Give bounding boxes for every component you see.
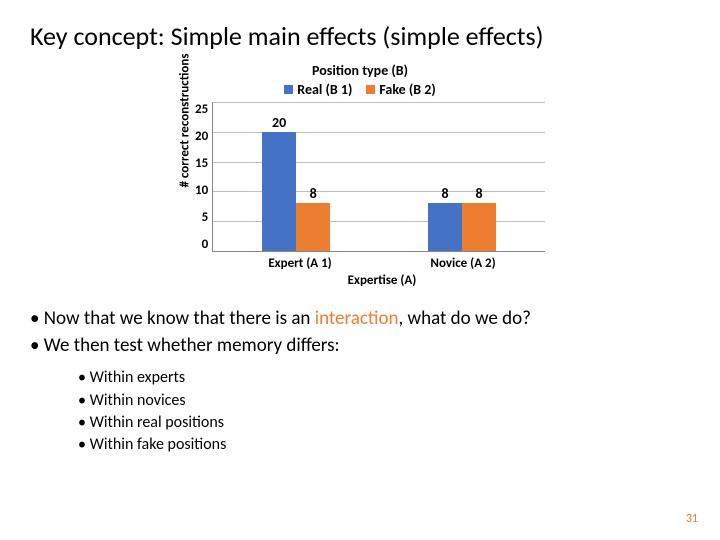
y-axis-label: # correct reconstructions bbox=[178, 167, 193, 187]
plot-area: 20 8 8 8 bbox=[212, 102, 545, 252]
bullet-1: Now that we know that there is an intera… bbox=[30, 306, 690, 333]
ytick: 0 bbox=[202, 237, 209, 252]
ytick: 5 bbox=[202, 210, 209, 225]
bar-label: 8 bbox=[310, 185, 317, 202]
bar-group-novice: 8 8 bbox=[379, 102, 545, 251]
y-axis-ticks: 25 20 15 10 5 0 bbox=[195, 102, 212, 252]
bar-expert-fake: 8 bbox=[296, 203, 330, 251]
sub-bullet: Within experts bbox=[78, 367, 690, 389]
bar-label: 8 bbox=[441, 185, 448, 202]
x-axis-label: Expertise (A) bbox=[219, 273, 545, 288]
legend-item-fake: Fake (B 2) bbox=[366, 81, 435, 98]
page-title: Key concept: Simple main effects (simple… bbox=[30, 20, 690, 52]
sub-bullet: Within real positions bbox=[78, 412, 690, 434]
ytick: 15 bbox=[195, 156, 208, 171]
page-number: 31 bbox=[686, 512, 698, 526]
chart-body: # correct reconstructions 25 20 15 10 5 … bbox=[175, 102, 545, 252]
bar-novice-fake: 8 bbox=[462, 203, 496, 251]
bar-label: 8 bbox=[475, 185, 482, 202]
chart-title: Position type (B) bbox=[175, 62, 545, 79]
bullet-1-pre: Now that we know that there is an bbox=[44, 307, 315, 330]
sub-bullet: Within fake positions bbox=[78, 434, 690, 456]
bullet-1-highlight: interaction bbox=[315, 307, 399, 330]
chart-legend: Real (B 1) Fake (B 2) bbox=[175, 81, 545, 98]
y-axis-label-wrap: # correct reconstructions bbox=[175, 102, 195, 252]
bullet-1-post: , what do we do? bbox=[398, 307, 530, 330]
legend-label-real: Real (B 1) bbox=[297, 81, 352, 98]
body-text: Now that we know that there is an intera… bbox=[30, 306, 690, 457]
chart: Position type (B) Real (B 1) Fake (B 2) … bbox=[175, 62, 545, 288]
bars-container: 20 8 8 8 bbox=[213, 102, 545, 251]
legend-item-real: Real (B 1) bbox=[284, 81, 352, 98]
x-axis-categories: Expert (A 1) Novice (A 2) bbox=[219, 256, 545, 271]
ytick: 25 bbox=[195, 102, 208, 117]
legend-swatch-fake bbox=[366, 85, 375, 94]
slide-root: Key concept: Simple main effects (simple… bbox=[0, 0, 720, 540]
ytick: 10 bbox=[195, 183, 208, 198]
xcat-expert: Expert (A 1) bbox=[268, 256, 331, 271]
bar-label: 20 bbox=[272, 114, 286, 131]
sub-bullet: Within novices bbox=[78, 390, 690, 412]
ytick: 20 bbox=[195, 129, 208, 144]
sub-bullets: Within experts Within novices Within rea… bbox=[78, 367, 690, 457]
bar-expert-real: 20 bbox=[262, 132, 296, 251]
xcat-novice: Novice (A 2) bbox=[430, 256, 495, 271]
bar-novice-real: 8 bbox=[428, 203, 462, 251]
bullet-2: We then test whether memory differs: bbox=[30, 333, 690, 360]
legend-label-fake: Fake (B 2) bbox=[379, 81, 435, 98]
legend-swatch-real bbox=[284, 85, 293, 94]
bar-group-expert: 20 8 bbox=[213, 102, 379, 251]
